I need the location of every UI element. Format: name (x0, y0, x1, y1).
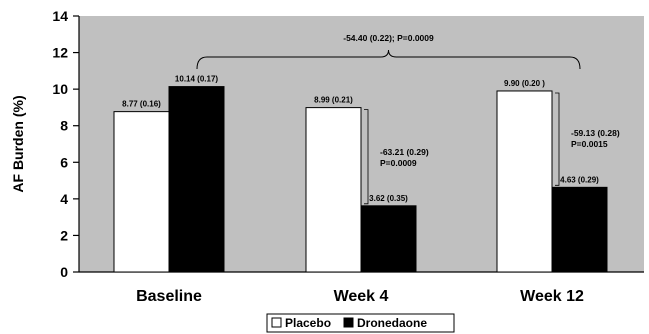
y-axis: 0 2 4 6 8 10 12 14 AF Burden (%) (10, 8, 80, 280)
x-category-label: Week 12 (520, 288, 584, 305)
data-label: 4.63 (0.29) (560, 175, 599, 184)
legend: Placebo Dronedaone (266, 313, 455, 333)
data-label: 8.99 (0.21) (314, 96, 353, 105)
week12-comparison-label: -59.13 (0.28) (571, 128, 620, 138)
legend-box (266, 313, 455, 333)
overall-comparison-bracket (196, 49, 581, 70)
bar-placebo-0 (113, 111, 170, 273)
y-tick-label: 10 (52, 81, 68, 97)
bar-placebo-2 (496, 90, 553, 273)
y-tick-label: 12 (52, 45, 68, 61)
overall-comparison-label: -54.40 (0.22); P=0.0009 (343, 33, 434, 43)
y-tick-label: 6 (60, 154, 68, 170)
data-label: 10.14 (0.17) (175, 75, 218, 84)
week4-comparison-bracket (364, 109, 369, 205)
y-axis-title: AF Burden (%) (10, 95, 26, 192)
data-label: 3.62 (0.35) (369, 194, 408, 203)
legend-label-dronedaone: Dronedaone (357, 316, 427, 330)
data-label: 8.77 (0.16) (122, 100, 161, 109)
week12-comparison-bracket (555, 92, 560, 186)
bar-dronedaone-1 (360, 205, 417, 273)
y-tick-label: 4 (60, 191, 68, 207)
legend-label-placebo: Placebo (285, 316, 331, 330)
y-tick-label: 0 (60, 264, 68, 280)
legend-swatch-dronedaone (343, 317, 354, 328)
bar-dronedaone-0 (168, 86, 225, 273)
legend-swatch-placebo (271, 317, 282, 328)
y-tick-label: 2 (60, 227, 68, 243)
week4-comparison-label: -63.21 (0.29) (380, 147, 429, 157)
y-tick-label: 14 (52, 8, 68, 24)
bar-dronedaone-2 (551, 186, 608, 273)
data-label: 9.90 (0.20 ) (504, 79, 545, 88)
week12-comparison-label: P=0.0015 (571, 139, 608, 149)
x-category-label: Week 4 (334, 288, 389, 305)
y-tick-label: 8 (60, 118, 68, 134)
week4-comparison-label: P=0.0009 (380, 158, 417, 168)
x-category-label: Baseline (136, 288, 202, 305)
bar-placebo-1 (305, 107, 362, 273)
